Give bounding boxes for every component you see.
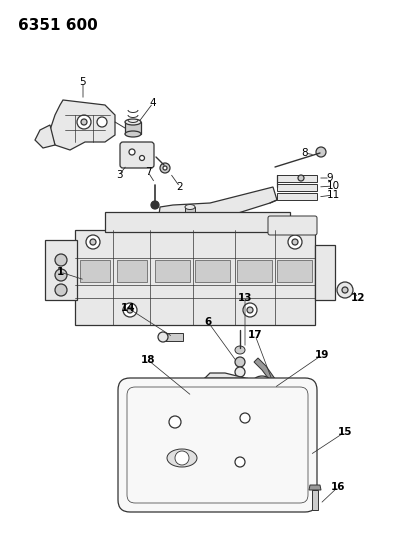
Text: 17: 17 [248, 330, 262, 340]
Circle shape [257, 383, 267, 393]
Circle shape [260, 386, 264, 390]
Circle shape [127, 307, 133, 313]
Text: 15: 15 [338, 427, 352, 437]
Circle shape [90, 239, 96, 245]
Circle shape [163, 166, 167, 170]
Text: 2: 2 [177, 182, 183, 192]
Ellipse shape [235, 346, 245, 354]
Circle shape [160, 163, 170, 173]
Circle shape [151, 201, 159, 209]
Circle shape [316, 147, 326, 157]
Circle shape [169, 416, 181, 428]
Bar [277, 260, 312, 282]
Circle shape [158, 332, 168, 342]
Text: 16: 16 [331, 482, 345, 492]
Text: 18: 18 [141, 355, 155, 365]
Polygon shape [168, 383, 198, 403]
Ellipse shape [125, 119, 141, 125]
Polygon shape [35, 125, 55, 148]
Circle shape [55, 269, 67, 281]
Bar [185, 207, 195, 222]
Circle shape [288, 235, 302, 249]
Polygon shape [254, 358, 278, 386]
Circle shape [235, 367, 245, 377]
Text: 8: 8 [302, 148, 308, 158]
Text: 1: 1 [56, 267, 64, 277]
Bar [277, 184, 317, 191]
Circle shape [337, 282, 353, 298]
Circle shape [342, 287, 348, 293]
Bar [277, 193, 317, 200]
Bar [277, 175, 317, 182]
Circle shape [81, 119, 87, 125]
Bar [125, 122, 141, 134]
Text: 4: 4 [150, 98, 156, 108]
Ellipse shape [125, 131, 141, 137]
Bar [315, 245, 335, 300]
Circle shape [298, 175, 304, 181]
Text: 3: 3 [116, 170, 122, 180]
Text: 7: 7 [145, 167, 151, 177]
Text: 12: 12 [351, 293, 365, 303]
Ellipse shape [185, 205, 195, 209]
Circle shape [243, 303, 257, 317]
Bar [117, 260, 147, 282]
Circle shape [129, 149, 135, 155]
Circle shape [55, 254, 67, 266]
Text: 19: 19 [315, 350, 329, 360]
Polygon shape [195, 373, 248, 408]
Text: 6351 600: 6351 600 [18, 18, 98, 33]
Ellipse shape [167, 449, 197, 467]
Bar [195, 260, 230, 282]
Circle shape [292, 239, 298, 245]
Circle shape [174, 386, 186, 398]
Circle shape [175, 451, 189, 465]
Circle shape [97, 117, 107, 127]
Text: 13: 13 [238, 293, 252, 303]
FancyBboxPatch shape [268, 216, 317, 235]
Bar [165, 333, 183, 341]
FancyBboxPatch shape [75, 230, 315, 325]
Polygon shape [309, 485, 321, 490]
Circle shape [77, 115, 91, 129]
Bar [155, 260, 190, 282]
Text: 6: 6 [204, 317, 212, 327]
FancyBboxPatch shape [120, 142, 154, 168]
FancyBboxPatch shape [118, 378, 317, 512]
Circle shape [140, 156, 144, 160]
Text: 9: 9 [327, 173, 333, 183]
Circle shape [250, 376, 274, 400]
Circle shape [86, 235, 100, 249]
Polygon shape [50, 100, 115, 150]
Text: 11: 11 [326, 190, 339, 200]
Circle shape [240, 413, 250, 423]
Text: 10: 10 [326, 181, 339, 191]
FancyBboxPatch shape [203, 378, 249, 402]
Text: 5: 5 [80, 77, 86, 87]
Text: 14: 14 [121, 303, 135, 313]
Bar [312, 490, 318, 510]
Bar [45, 240, 77, 300]
Bar [237, 260, 272, 282]
Polygon shape [158, 187, 277, 227]
Circle shape [247, 307, 253, 313]
Bar [105, 212, 290, 232]
Circle shape [123, 303, 137, 317]
Bar [80, 260, 110, 282]
Circle shape [55, 284, 67, 296]
Circle shape [235, 357, 245, 367]
Circle shape [235, 457, 245, 467]
